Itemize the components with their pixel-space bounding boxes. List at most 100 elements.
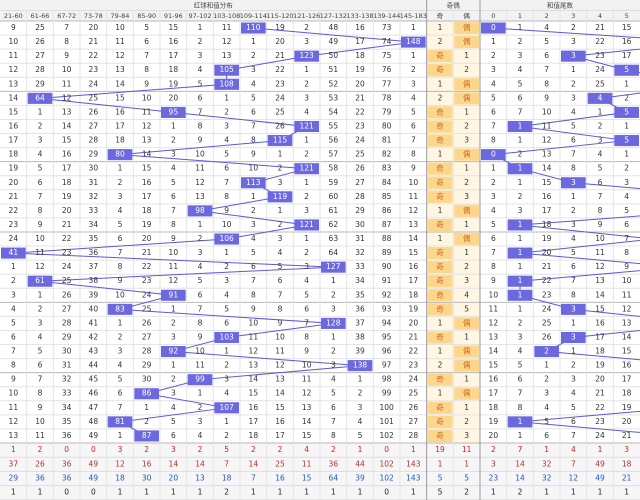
cell: 36 — [62, 474, 72, 483]
cell: 21 — [275, 51, 285, 60]
cell: 98 — [382, 375, 392, 384]
cell: 96 — [382, 347, 392, 356]
cell: 17 — [542, 206, 552, 215]
cell: 2 — [224, 431, 229, 440]
cell: 143 — [406, 459, 421, 468]
cell: 3 — [198, 417, 203, 426]
cell: 1 — [464, 375, 469, 384]
cell: 1 — [571, 318, 576, 327]
cell: 8 — [251, 290, 256, 299]
cell: 3 — [411, 79, 416, 88]
cell: 3 — [571, 332, 576, 341]
cell: 36 — [62, 431, 72, 440]
cell: 23 — [409, 361, 419, 370]
cell: 4 — [224, 290, 229, 299]
cell: 11 — [302, 459, 312, 468]
cell: 1 — [464, 51, 469, 60]
parity-highlight — [427, 120, 453, 133]
cell: 3 — [571, 220, 576, 229]
cell: 7 — [571, 459, 576, 468]
cell: 1 — [144, 403, 149, 412]
sum-trend-line — [13, 27, 414, 437]
cell: 奇 — [436, 163, 444, 173]
cell: 5 — [304, 290, 309, 299]
cell: 7 — [251, 121, 256, 130]
cell: 10 — [62, 65, 72, 74]
cell: 13 — [115, 65, 125, 74]
cell: 91 — [169, 290, 179, 299]
cell: 7 — [278, 290, 283, 299]
cell: 16 — [142, 459, 152, 468]
highlight — [587, 92, 613, 104]
cell: 30 — [142, 375, 152, 384]
cell: 2 — [438, 93, 443, 102]
cell: 奇 — [436, 416, 444, 426]
cell: 43 — [89, 347, 99, 356]
cell: 12 — [9, 65, 19, 74]
cell: 24 — [275, 93, 285, 102]
cell: 16 — [355, 23, 365, 32]
cell: 18 — [622, 389, 632, 398]
cell: 4 — [304, 107, 309, 116]
cell: 13 — [275, 375, 285, 384]
cell: 18 — [169, 65, 179, 74]
cell: 5 — [278, 262, 283, 271]
cell: 11 — [9, 403, 19, 412]
cell: 95 — [382, 332, 392, 341]
cell: 27 — [355, 178, 365, 187]
cell: 5 — [464, 474, 469, 483]
cell: 5 — [438, 488, 443, 497]
cell: 26 — [275, 121, 285, 130]
cell: 25 — [409, 389, 419, 398]
highlight — [614, 135, 639, 147]
cell: 58 — [329, 164, 339, 173]
cell: 6 — [518, 93, 523, 102]
cell: 5 — [598, 164, 603, 173]
column-label: 3 — [571, 12, 575, 20]
cell: 19 — [595, 361, 605, 370]
cell: 3 — [304, 262, 309, 271]
cell: 7 — [491, 121, 496, 130]
highlight — [561, 331, 586, 344]
cell: 62 — [329, 220, 339, 229]
cell: 3 — [544, 389, 549, 398]
cell: 6 — [144, 37, 149, 46]
cell: 3 — [38, 318, 43, 327]
cell: 24 — [595, 65, 605, 74]
cell: 12 — [115, 51, 125, 60]
cell: 4 — [571, 445, 576, 454]
parity-highlight — [454, 204, 479, 217]
cell: 25 — [142, 304, 152, 313]
cell: 1 — [518, 304, 523, 313]
cell: 30 — [142, 474, 152, 483]
highlight — [507, 219, 533, 231]
cell: 35 — [62, 417, 72, 426]
cell: 13 — [195, 192, 205, 201]
column-label: 109-114 — [240, 12, 267, 20]
cell: 2 — [491, 51, 496, 60]
cell: 30 — [89, 164, 99, 173]
highlight — [481, 149, 506, 161]
cell: 4 — [411, 93, 416, 102]
cell: 31 — [355, 234, 365, 243]
cell: 3 — [358, 403, 363, 412]
cell: 20 — [489, 431, 499, 440]
highlight — [214, 64, 239, 76]
cell: 11 — [115, 37, 125, 46]
cell: 64 — [329, 248, 339, 257]
cell: 29 — [62, 332, 72, 341]
cell: 7 — [38, 192, 43, 201]
highlight — [107, 416, 133, 428]
cell: 9 — [171, 234, 176, 243]
cell: 10 — [195, 347, 205, 356]
cell: 2 — [38, 445, 43, 454]
cell: 4 — [491, 79, 496, 88]
cell: 23 — [275, 79, 285, 88]
cell: 21 — [9, 192, 19, 201]
cell: 3 — [518, 332, 523, 341]
cell: 5 — [38, 347, 43, 356]
cell: 5 — [544, 37, 549, 46]
cell: 81 — [115, 417, 125, 426]
cell: 13 — [622, 318, 632, 327]
cell: 1 — [198, 389, 203, 398]
